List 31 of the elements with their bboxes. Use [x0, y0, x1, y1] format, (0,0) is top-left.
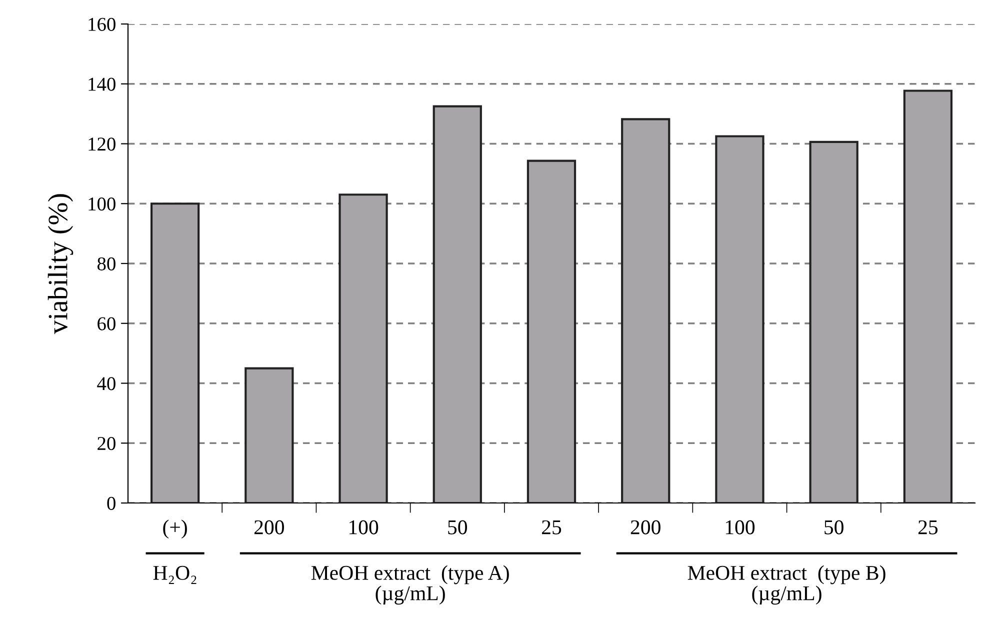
y-tick-label: 160	[88, 18, 116, 31]
x-tick-label: 200	[254, 520, 284, 534]
bar	[150, 202, 200, 503]
bar	[903, 90, 953, 503]
x-tick-label: 50	[824, 520, 844, 534]
x-tick-label: 100	[726, 520, 755, 534]
y-tick-label: 120	[88, 138, 116, 151]
x-tick-label: (+)	[163, 520, 187, 539]
bar	[432, 105, 482, 503]
x-tick-label: 50	[448, 520, 468, 534]
y-tick-label: 40	[97, 377, 116, 390]
y-axis-title: viability (%)	[48, 194, 74, 334]
bar	[621, 118, 670, 503]
text: MeOH extract (type A) (µg/mL)	[311, 565, 509, 605]
x-tick-label: 25	[918, 520, 938, 534]
bar	[338, 194, 388, 503]
bar	[244, 367, 294, 503]
text: H₂O₂	[153, 566, 196, 584]
x-tick-label: 200	[630, 520, 660, 534]
y-tick-label: 140	[88, 78, 116, 91]
y-tick-label: 80	[97, 257, 116, 270]
bar	[715, 135, 764, 503]
x-tick-label: 25	[542, 520, 562, 534]
y-tick-label: 0	[107, 496, 116, 510]
x-tick-label: 100	[349, 520, 378, 534]
y-tick-label: 60	[98, 317, 116, 330]
text: MeOH extract (type B) (µg/mL)	[688, 565, 886, 605]
bar	[809, 140, 858, 503]
y-tick-label: 100	[88, 197, 116, 211]
bar	[526, 160, 576, 503]
y-tick-label: 20	[98, 436, 116, 450]
